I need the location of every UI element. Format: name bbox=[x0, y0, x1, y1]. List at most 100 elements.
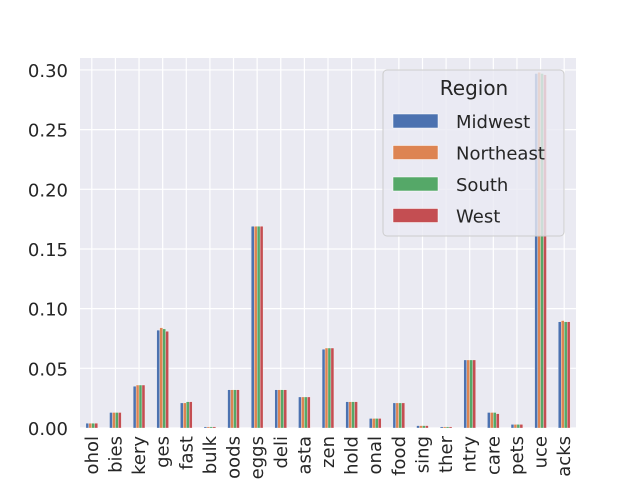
bar-northeast bbox=[112, 412, 116, 429]
legend-swatch bbox=[392, 176, 439, 192]
x-tick-label: asta bbox=[294, 436, 315, 475]
bar-west bbox=[212, 426, 216, 429]
bar-south bbox=[280, 389, 284, 429]
bar-south bbox=[564, 321, 568, 429]
bar-midwest bbox=[85, 423, 90, 429]
bar-west bbox=[330, 347, 335, 429]
bar-west bbox=[236, 389, 240, 429]
bar-northeast bbox=[159, 327, 163, 429]
bar-south bbox=[186, 401, 190, 429]
bar-south bbox=[162, 328, 166, 429]
x-tick-label: ntry bbox=[460, 436, 481, 473]
bar-south bbox=[115, 412, 119, 429]
y-tick-label: 0.25 bbox=[28, 121, 68, 142]
bar-northeast bbox=[135, 384, 140, 429]
bar-northeast bbox=[513, 424, 518, 429]
x-tick-label: eggs bbox=[247, 436, 268, 479]
bar-west bbox=[448, 426, 453, 429]
bar-south bbox=[304, 396, 308, 429]
bar-south bbox=[469, 359, 473, 429]
legend-label: Midwest bbox=[456, 112, 530, 133]
bar-midwest bbox=[510, 424, 515, 429]
legend-box bbox=[382, 69, 565, 237]
bar-northeast bbox=[88, 423, 92, 429]
bar-northeast bbox=[466, 359, 470, 429]
y-tick-label: 0.15 bbox=[28, 240, 68, 261]
bar-northeast bbox=[348, 401, 352, 429]
bar-midwest bbox=[227, 389, 231, 429]
legend-label: West bbox=[456, 207, 500, 228]
bar-west bbox=[425, 425, 429, 429]
y-tick-label: 0.05 bbox=[28, 359, 68, 380]
bar-west bbox=[189, 401, 193, 429]
y-tick-label: 0.00 bbox=[28, 419, 68, 440]
bar-south bbox=[138, 384, 143, 429]
x-tick-label: hold bbox=[342, 436, 363, 475]
bar-south bbox=[209, 426, 214, 429]
bar-west bbox=[165, 331, 169, 429]
bar-northeast bbox=[419, 425, 423, 429]
bar-midwest bbox=[392, 402, 397, 429]
bar-midwest bbox=[558, 321, 562, 429]
bar-midwest bbox=[321, 349, 326, 429]
x-tick-label: acks bbox=[554, 436, 575, 477]
bar-west bbox=[378, 418, 382, 429]
bar-midwest bbox=[109, 412, 113, 429]
bar-south bbox=[493, 412, 497, 429]
bar-south bbox=[445, 426, 450, 429]
bar-northeast bbox=[254, 226, 258, 429]
x-tick-label: deli bbox=[271, 436, 292, 469]
bar-midwest bbox=[345, 401, 349, 429]
x-tick-labels: ohol bies kery ges fast bulk oods eggs deli asta z… bbox=[82, 435, 575, 479]
x-tick-label: pets bbox=[507, 436, 528, 475]
bar-northeast bbox=[372, 418, 376, 429]
bar-west bbox=[519, 424, 524, 429]
bar-midwest bbox=[251, 226, 255, 429]
bar-midwest bbox=[440, 426, 444, 429]
bar-midwest bbox=[274, 389, 278, 429]
bar-northeast bbox=[206, 426, 211, 429]
x-tick-label: onal bbox=[365, 436, 386, 474]
bar-west bbox=[259, 226, 264, 429]
x-tick-label: kery bbox=[129, 436, 150, 475]
bar-south bbox=[256, 226, 261, 429]
x-tick-label: food bbox=[389, 436, 410, 476]
bar-northeast bbox=[442, 426, 447, 429]
x-tick-label: ohol bbox=[82, 436, 103, 474]
legend: Region Midwest Northeast South West bbox=[382, 69, 565, 237]
y-tick-label: 0.10 bbox=[28, 300, 68, 321]
legend-label: South bbox=[456, 175, 508, 196]
bar-west bbox=[401, 402, 405, 429]
legend-swatch bbox=[392, 208, 439, 223]
legend-swatch bbox=[392, 145, 439, 160]
legend-swatch bbox=[392, 113, 439, 129]
bar-south bbox=[327, 347, 332, 429]
bar-south bbox=[398, 402, 402, 429]
bar-northeast bbox=[324, 347, 329, 429]
bar-west bbox=[94, 423, 98, 429]
bar-west bbox=[307, 396, 311, 429]
x-tick-label: oods bbox=[224, 436, 245, 479]
x-tick-label: care bbox=[483, 436, 504, 475]
x-tick-label: bies bbox=[105, 436, 126, 473]
bar-south bbox=[422, 425, 426, 429]
bar-midwest bbox=[132, 386, 137, 429]
y-axis-ticks: 0.00 0.05 0.10 0.15 0.20 0.25 0.30 bbox=[28, 61, 68, 440]
legend-label: Northeast bbox=[456, 144, 545, 165]
bar-west bbox=[141, 384, 146, 429]
x-tick-label: ther bbox=[436, 435, 457, 473]
bar-west bbox=[118, 412, 122, 429]
y-tick-label: 0.30 bbox=[28, 61, 68, 82]
x-tick-label: sing bbox=[412, 436, 433, 473]
bar-west bbox=[566, 321, 571, 429]
bar-midwest bbox=[298, 396, 302, 429]
bar-northeast bbox=[277, 389, 281, 429]
bar-midwest bbox=[416, 425, 420, 429]
bar-west bbox=[283, 389, 287, 429]
bar-west bbox=[472, 359, 476, 429]
bar-northeast bbox=[230, 389, 234, 429]
bar-west bbox=[496, 413, 500, 429]
bar-midwest bbox=[180, 402, 184, 429]
bar-midwest bbox=[203, 426, 208, 429]
